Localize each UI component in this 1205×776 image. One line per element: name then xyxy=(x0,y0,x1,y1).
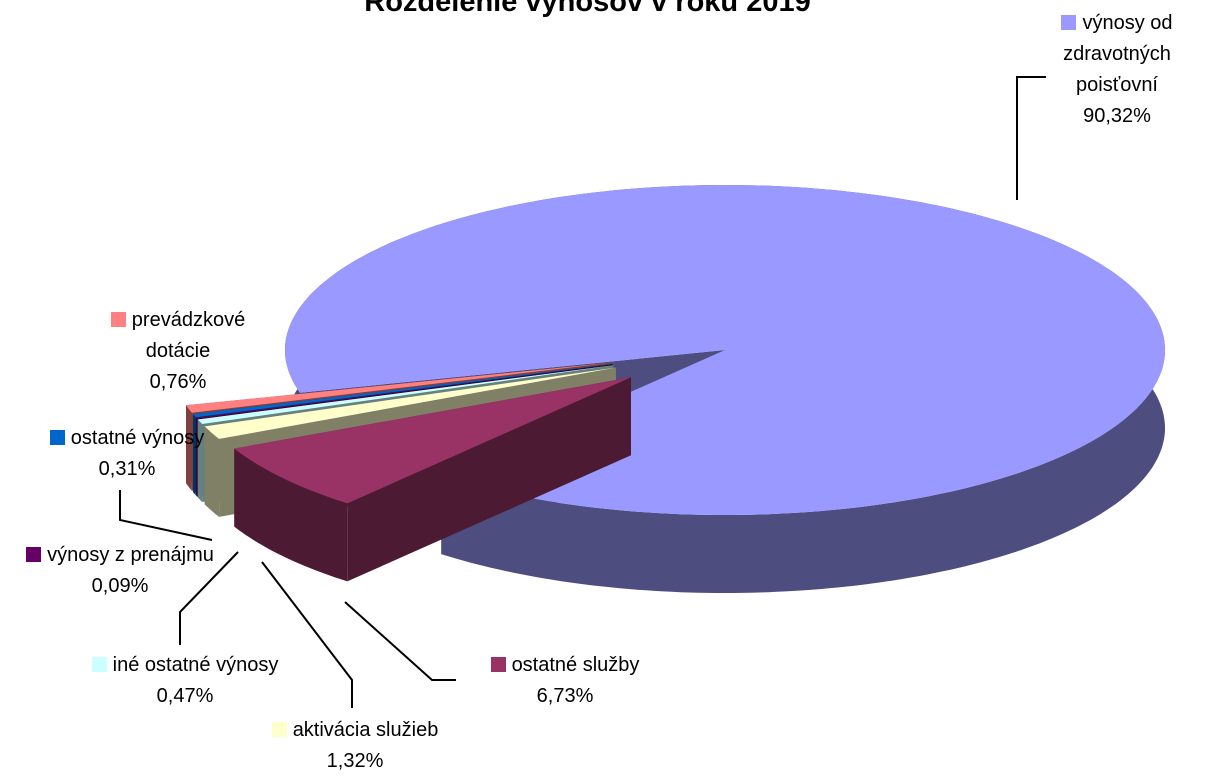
legend-key xyxy=(271,722,287,737)
value-label: 0,09% xyxy=(91,575,149,597)
data-label: prevádzkové dotácie 0,76% xyxy=(88,305,268,398)
data-label: výnosy z prenájmu 0,09% xyxy=(0,540,240,602)
pie-slice-wall xyxy=(193,414,196,496)
data-label: aktivácia služieb 1,32% xyxy=(235,715,475,776)
legend-key xyxy=(490,657,506,672)
category-label: výnosy od zdravotných poisťovní xyxy=(1063,12,1173,96)
category-label: prevádzkové dotácie xyxy=(131,309,246,362)
value-label: 6,73% xyxy=(536,685,594,707)
data-label: ostatné výnosy 0,31% xyxy=(12,423,242,485)
pie-slice-wall xyxy=(196,417,198,497)
chart-title: Rozdelenie výnosov v roku 2019 xyxy=(364,0,811,18)
category-label: výnosy z prenájmu xyxy=(47,544,214,566)
data-label: iné ostatné výnosy 0,47% xyxy=(55,650,315,712)
value-label: 90,32% xyxy=(1083,105,1151,127)
pie xyxy=(186,185,1165,593)
leader-line xyxy=(1016,76,1046,200)
legend-key xyxy=(49,430,65,445)
category-label: iné ostatné výnosy xyxy=(112,654,279,676)
pie-slice-wall xyxy=(197,419,203,502)
legend-key xyxy=(26,547,42,562)
leader-line xyxy=(261,561,353,708)
value-label: 0,47% xyxy=(156,685,214,707)
leader-lines xyxy=(119,76,1046,708)
pie-slice xyxy=(204,367,616,439)
pie-slice xyxy=(234,377,632,504)
pie-slice xyxy=(186,362,611,413)
pie-slice xyxy=(193,364,613,418)
pie-slice xyxy=(285,185,1165,515)
leader-line xyxy=(344,601,456,681)
leader-line xyxy=(119,490,213,541)
legend-key xyxy=(1061,15,1077,30)
pie-slice xyxy=(196,364,613,419)
data-label: výnosy od zdravotných poisťovní 90,32% xyxy=(1052,8,1182,132)
category-label: ostatné výnosy xyxy=(70,427,205,449)
value-label: 0,76% xyxy=(149,371,207,393)
leader-line xyxy=(179,551,239,645)
pie-slice-wall xyxy=(204,426,220,517)
category-label: ostatné služby xyxy=(511,654,640,676)
legend-key xyxy=(91,657,107,672)
value-label: 1,32% xyxy=(326,750,384,772)
legend-key xyxy=(110,312,126,327)
data-label: ostatné služby 6,73% xyxy=(450,650,680,712)
value-label: 0,31% xyxy=(98,458,156,480)
pie-slice-wall xyxy=(186,405,192,491)
pie-slice-wall xyxy=(234,448,348,582)
category-label: aktivácia služieb xyxy=(292,719,439,741)
pie-slice xyxy=(197,365,614,424)
